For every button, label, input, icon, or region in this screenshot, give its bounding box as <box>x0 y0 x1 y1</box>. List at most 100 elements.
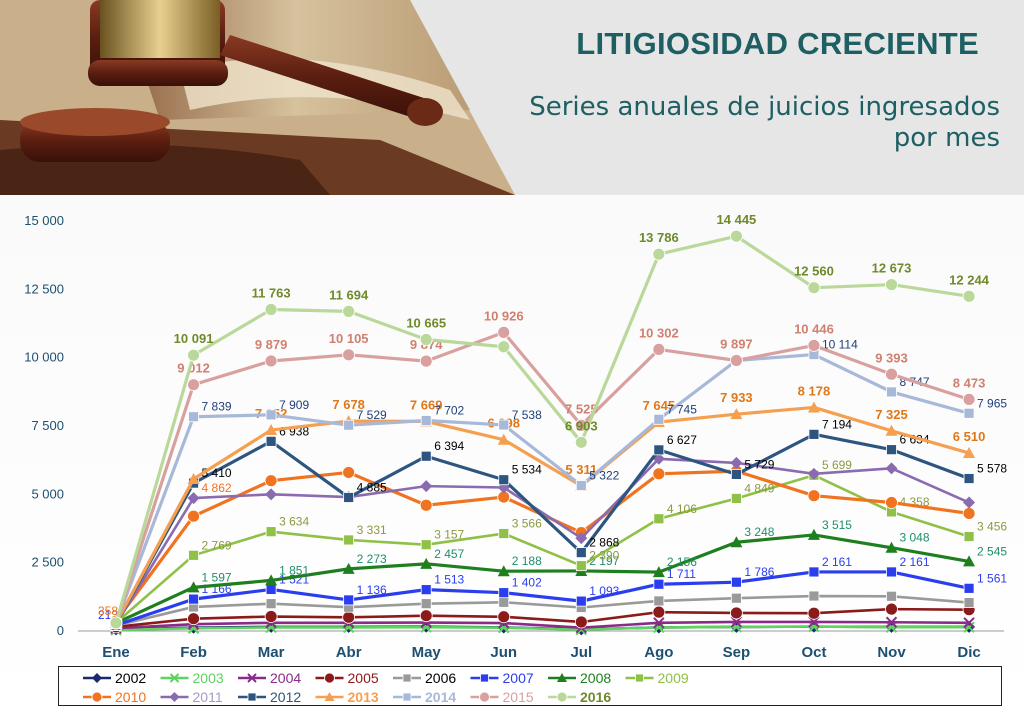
data-point-marker <box>187 472 200 484</box>
series-line <box>114 457 970 625</box>
data-point-marker <box>343 534 355 546</box>
data-point-marker <box>420 557 433 569</box>
data-label: 1 561 <box>977 571 1007 585</box>
data-point-marker <box>885 621 898 633</box>
data-label: 2 457 <box>434 547 464 561</box>
data-label: 8 178 <box>798 383 831 398</box>
data-point-marker <box>886 590 897 602</box>
data-point-marker <box>730 456 743 469</box>
data-point-marker <box>652 566 665 578</box>
data-label: 11 694 <box>329 287 369 302</box>
data-label: 5 410 <box>202 466 232 480</box>
data-label: 6 394 <box>434 439 464 453</box>
data-point-marker <box>575 595 587 607</box>
data-point-marker <box>886 566 897 578</box>
data-point-marker <box>885 367 898 381</box>
data-point-marker <box>497 565 510 577</box>
data-point-marker <box>885 541 898 553</box>
legend-label: 2004 <box>270 670 301 686</box>
data-point-marker <box>574 435 588 449</box>
data-point-marker <box>731 493 742 504</box>
data-label: 2 545 <box>977 544 1007 558</box>
data-label: 3 048 <box>900 531 930 545</box>
data-point-marker <box>264 474 278 488</box>
data-label: 7 645 <box>643 398 676 413</box>
data-label: 2 390 <box>589 549 619 563</box>
series-2003 <box>110 620 975 636</box>
data-point-marker <box>963 582 975 594</box>
data-point-marker <box>963 531 975 542</box>
data-label: 7 325 <box>875 407 908 422</box>
data-point-marker <box>731 592 742 604</box>
legend-label: 2014 <box>425 689 456 705</box>
data-point-marker <box>419 333 433 346</box>
data-label: 13 786 <box>639 230 679 245</box>
data-label: 2 156 <box>667 555 697 569</box>
legend-item-2015: 2015 <box>470 689 534 705</box>
data-point-marker <box>807 339 821 352</box>
data-point-marker <box>807 467 820 480</box>
data-label: 10 926 <box>484 308 524 323</box>
data-point-marker <box>91 691 103 703</box>
y-tick-label: 5 000 <box>31 486 64 501</box>
data-point-marker <box>265 424 278 436</box>
legend-label: 2011 <box>193 689 223 705</box>
series-2014: 7 839 7 909 7 529 7 702 7 538 5 322 7 745 10 11… <box>110 338 1007 629</box>
data-point-marker <box>265 584 277 595</box>
data-label: 6 510 <box>953 429 986 444</box>
data-point-marker <box>420 415 432 426</box>
data-point-marker <box>419 498 433 512</box>
data-label: 10 665 <box>406 315 446 330</box>
legend-label: 2009 <box>658 670 689 686</box>
data-label: 5 578 <box>977 462 1007 476</box>
data-point-marker <box>962 393 976 406</box>
data-point-marker <box>730 354 743 367</box>
data-point-marker <box>420 480 433 493</box>
data-point-marker <box>807 401 820 413</box>
x-tick-label: Sep <box>723 644 751 661</box>
data-label: 12 244 <box>949 272 990 287</box>
legend-item-2007: 2007 <box>470 670 534 686</box>
series-2009: 2 769 3 634 3 331 3 157 3 566 2 390 4 106 4 849… <box>110 458 1007 629</box>
data-point-marker <box>169 692 180 702</box>
chart-legend: 2002 2003 2004 2005 2006 2007 2008 2009 2010 2011… <box>58 666 1002 706</box>
data-label: 9 897 <box>720 336 753 351</box>
data-point-marker <box>730 621 743 633</box>
series-line <box>115 570 970 627</box>
data-point-marker <box>497 610 511 624</box>
data-point-marker <box>498 474 510 486</box>
x-tick-label: Oct <box>801 644 826 661</box>
data-point-marker <box>498 528 510 539</box>
legend-item-2014: 2014 <box>393 689 456 705</box>
legend-entries: 2002 2003 2004 2005 2006 2007 2008 2009 2010 2011… <box>83 670 689 705</box>
y-tick-label: 12 500 <box>24 281 64 296</box>
data-point-marker <box>480 673 489 683</box>
data-label: 6 627 <box>667 433 697 447</box>
legend-item-2004: 2004 <box>238 670 301 686</box>
data-label: 5 311 <box>565 462 597 477</box>
data-point-marker <box>963 447 976 459</box>
data-label: 7 702 <box>434 403 464 417</box>
data-point-marker <box>653 513 665 525</box>
data-point-marker <box>92 673 102 683</box>
y-tick-label: 2 500 <box>31 555 64 570</box>
series-line <box>114 330 970 624</box>
data-label: 7 678 <box>332 397 365 412</box>
data-point-marker <box>886 444 897 456</box>
header-banner: LITIGIOSIDAD CRECIENTE Series anuales de… <box>0 0 1024 195</box>
data-point-marker <box>808 590 820 602</box>
data-point-marker <box>557 673 567 682</box>
legend-label: 2010 <box>115 689 146 705</box>
data-point-marker <box>652 343 666 356</box>
data-point-marker <box>963 597 975 608</box>
data-label: 7 538 <box>512 408 542 422</box>
data-label: 8 473 <box>953 375 986 390</box>
legend-item-2011: 2011 <box>160 689 223 705</box>
data-point-marker <box>247 673 257 683</box>
data-point-marker <box>731 576 742 588</box>
legend-label: 2002 <box>115 670 146 686</box>
series-line <box>115 607 970 629</box>
x-tick-label: Jul <box>570 644 592 661</box>
series-line <box>114 469 970 623</box>
